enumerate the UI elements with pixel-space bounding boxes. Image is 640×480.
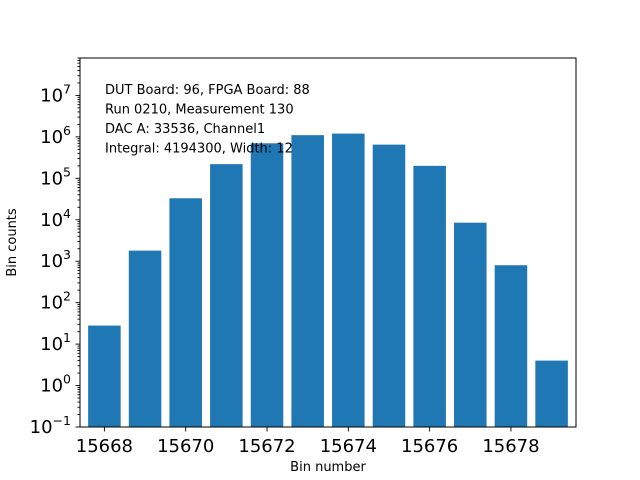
bar-15674 — [332, 133, 365, 427]
x-tick-label: 15678 — [482, 436, 539, 457]
bar-15670 — [169, 198, 202, 427]
bar-15672 — [250, 143, 284, 428]
y-tick-label: 103 — [40, 247, 71, 272]
y-tick-label: 10−1 — [30, 413, 71, 438]
y-tick-label: 100 — [40, 372, 71, 397]
x-tick-label: 15670 — [157, 436, 214, 457]
x-tick-label: 15672 — [238, 436, 295, 457]
annotation-line: Integral: 4194300, Width: 12 — [105, 142, 293, 157]
annotation-line: Run 0210, Measurement 130 — [105, 103, 294, 118]
x-tick-label: 15668 — [76, 436, 133, 457]
bar-15677 — [454, 222, 487, 427]
y-tick-label: 101 — [40, 330, 71, 355]
bar-15668 — [88, 325, 121, 427]
plot-frame — [79, 57, 577, 428]
bar-15671 — [210, 164, 243, 427]
bar-15679 — [535, 360, 568, 427]
y-tick-label: 105 — [40, 164, 71, 189]
annotation-box: DUT Board: 96, FPGA Board: 88 Run 0210, M… — [105, 83, 310, 157]
annotation-line: DUT Board: 96, FPGA Board: 88 — [105, 83, 310, 98]
bar-15673 — [291, 135, 324, 427]
bar-15676 — [413, 165, 446, 427]
annotation-line: DAC A: 33536, Channel1 — [105, 122, 265, 137]
y-axis-label: Bin counts — [5, 208, 20, 277]
y-tick-label: 102 — [40, 289, 71, 314]
bars-layer — [88, 133, 568, 428]
bar-15678 — [494, 265, 528, 427]
x-axis-label: Bin number — [290, 460, 366, 475]
ticks-layer: 15668 15670 15672 15674 15676 15678 10−1 100 101… — [30, 57, 540, 457]
y-tick-label: 107 — [40, 81, 71, 106]
x-tick-label: 15676 — [401, 436, 458, 457]
y-tick-label: 106 — [40, 123, 71, 148]
x-tick-label: 15674 — [320, 436, 377, 457]
bar-15669 — [128, 250, 162, 427]
y-tick-label: 104 — [40, 206, 71, 231]
bar-15675 — [372, 144, 406, 427]
